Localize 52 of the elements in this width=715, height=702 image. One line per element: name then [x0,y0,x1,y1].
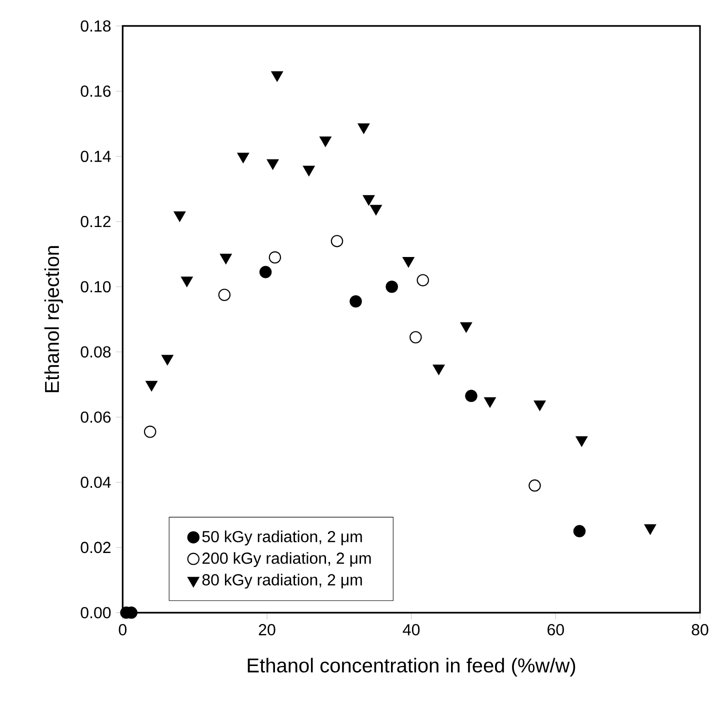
point [174,211,186,222]
point [218,288,231,302]
point [320,136,332,147]
legend-label: 80 kGy radiation, 2 μm [202,574,362,589]
y-tick-label: 0.10 [80,281,111,292]
point [144,426,156,438]
y-tick-label: 0.18 [80,20,111,32]
x-tick-label: 80 [692,624,708,636]
x-tick-label: 20 [258,624,276,636]
y-tick-label: 0.08 [80,346,111,358]
point [271,71,283,82]
point [576,436,588,447]
point [484,397,496,408]
point [644,524,656,535]
legend-label: 50 kGy radiation, 2 μm [202,530,362,546]
point [362,195,375,206]
y-tick-label: 0.06 [80,411,111,423]
point [573,525,586,538]
point [220,254,232,264]
y-tick-label: 0.04 [80,476,111,488]
point [386,280,398,293]
point [358,123,370,134]
y-tick-label: 0.16 [80,86,111,97]
x-tick-label: 60 [548,624,564,636]
point [460,322,472,333]
x-tick-label: 40 [402,624,420,636]
point [465,390,478,402]
point [410,331,422,344]
point [268,251,282,264]
point [432,364,445,375]
point [350,295,362,308]
point [416,274,430,286]
x-axis-title: Ethanol concentration in feed (%w/w) [248,658,576,676]
y-tick-label: 0.14 [80,150,111,162]
x-tick-label: 0 [118,624,126,636]
point [402,257,414,268]
point [146,380,158,392]
point [330,234,344,248]
point [162,354,174,366]
point [237,152,250,164]
y-tick-label: 0.12 [80,216,110,228]
y-tick-label: 0.00 [80,606,111,618]
y-axis-title: Ethanol rejection [44,246,63,392]
point [266,159,279,170]
y-tick-label: 0.02 [80,542,110,554]
point [259,266,272,278]
point [528,479,541,492]
point [370,204,382,216]
point [303,166,315,176]
point [181,276,193,287]
point [534,400,546,411]
legend-label: 200 kGy radiation, 2 μm [202,552,371,568]
